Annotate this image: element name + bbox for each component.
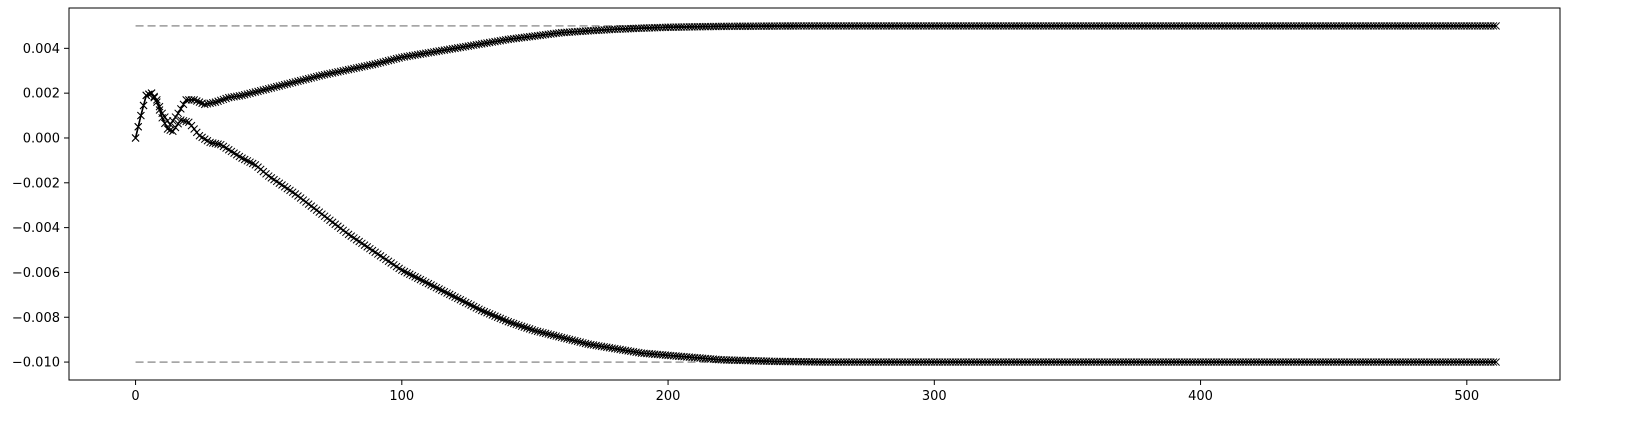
y-tick-label: 0.002 — [23, 87, 60, 102]
y-tick-label: 0.000 — [23, 131, 60, 146]
data-point-marker — [1492, 22, 1500, 30]
data-point-marker — [520, 323, 529, 331]
data-point-marker — [491, 312, 499, 320]
data-point-marker — [1492, 358, 1500, 366]
data-point-marker — [195, 98, 204, 106]
data-point-marker — [158, 113, 167, 122]
data-point-marker — [517, 322, 526, 331]
y-tick-label: −0.002 — [12, 176, 60, 191]
data-point-marker — [480, 307, 489, 316]
x-tick-label: 200 — [656, 389, 681, 404]
data-point-marker — [155, 106, 164, 114]
data-point-marker — [168, 116, 177, 125]
series-1 — [131, 22, 1500, 142]
data-point-marker — [171, 113, 180, 121]
data-point-marker — [139, 101, 148, 110]
y-tick-label: −0.008 — [12, 311, 60, 326]
data-point-marker — [182, 117, 191, 126]
data-point-marker — [509, 319, 518, 328]
data-point-marker — [176, 104, 185, 113]
data-point-marker — [214, 140, 222, 148]
data-point-marker — [142, 91, 151, 100]
series-layer — [131, 22, 1500, 366]
data-point-marker — [168, 127, 177, 136]
data-point-marker — [496, 314, 505, 323]
data-point-marker — [1489, 358, 1498, 366]
data-point-marker — [211, 98, 220, 106]
data-point-marker — [219, 95, 228, 104]
data-point-marker — [507, 318, 515, 327]
y-tick-label: 0.004 — [23, 42, 60, 57]
data-point-marker — [208, 98, 217, 107]
x-axis: 0 100 200 300 400 500 — [131, 380, 1479, 404]
data-point-marker — [137, 111, 145, 120]
data-point-marker — [174, 119, 183, 128]
data-point-marker — [192, 97, 201, 105]
data-point-marker — [499, 315, 507, 324]
reference-lines — [135, 25, 1497, 363]
data-point-marker — [134, 122, 143, 131]
data-point-marker — [166, 126, 175, 134]
y-axis: 0.004 0.002 0.000 −0.002 −0.004 −0.006 −0.008 −… — [12, 42, 69, 371]
data-point-marker — [147, 89, 156, 98]
data-point-marker — [176, 116, 185, 124]
data-point-marker — [477, 306, 486, 315]
x-tick-label: 0 — [131, 389, 139, 404]
data-point-marker — [493, 313, 502, 322]
series-line — [134, 25, 1497, 139]
data-point-marker — [512, 320, 521, 329]
data-point-marker — [190, 96, 198, 104]
data-point-marker — [523, 324, 531, 332]
data-point-marker — [150, 93, 159, 102]
data-point-marker — [216, 96, 225, 105]
data-point-marker — [488, 311, 497, 319]
data-point-marker — [485, 310, 494, 318]
data-point-marker — [214, 97, 222, 106]
y-tick-label: −0.006 — [12, 266, 60, 281]
data-point-marker — [160, 119, 169, 128]
data-point-marker — [525, 325, 534, 333]
data-point-marker — [179, 116, 188, 125]
data-point-marker — [504, 317, 513, 326]
data-point-marker — [1489, 22, 1498, 30]
x-tick-label: 100 — [389, 389, 414, 404]
x-tick-label: 400 — [1188, 389, 1213, 404]
plot-frame — [68, 7, 1561, 381]
data-point-marker — [515, 321, 523, 330]
data-point-marker — [483, 308, 491, 317]
series-2 — [131, 89, 1500, 366]
data-point-marker — [174, 109, 183, 118]
y-tick-label: −0.004 — [12, 221, 60, 236]
data-point-marker — [528, 325, 537, 334]
data-point-marker — [131, 134, 140, 142]
data-point-marker — [163, 125, 172, 133]
y-tick-label: −0.010 — [12, 356, 60, 371]
data-point-marker — [145, 90, 153, 99]
data-point-marker — [179, 100, 188, 109]
x-tick-label: 500 — [1454, 389, 1479, 404]
data-point-marker — [501, 316, 510, 325]
x-tick-label: 300 — [922, 389, 947, 404]
data-point-marker — [153, 98, 161, 106]
data-point-marker — [171, 123, 180, 132]
